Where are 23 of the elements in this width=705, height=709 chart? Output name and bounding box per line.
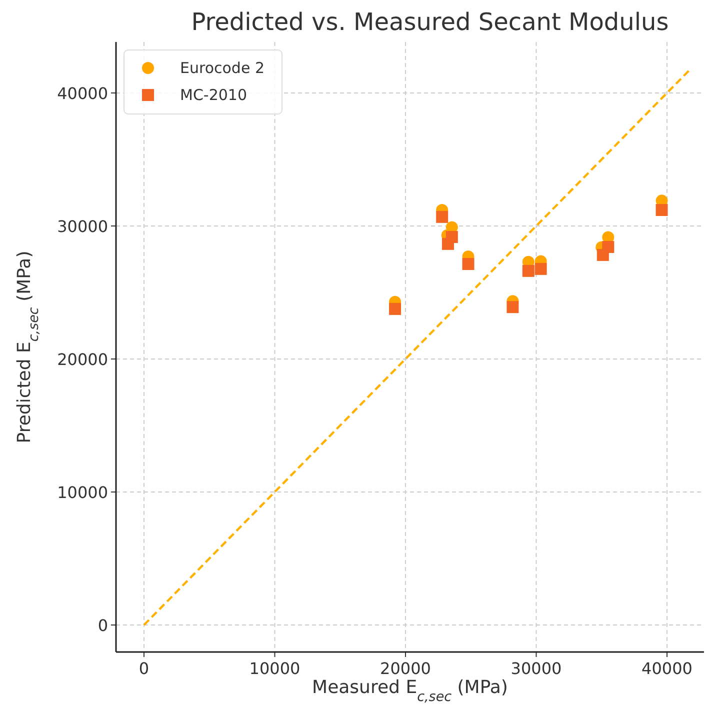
legend-label: MC-2010 (180, 86, 248, 104)
point (442, 238, 454, 250)
point (436, 210, 448, 223)
x-tick-label: 10000 (249, 659, 300, 678)
point (506, 301, 519, 314)
point (534, 262, 547, 275)
x-tick-label: 40000 (642, 659, 692, 678)
x-tick-label: 0 (138, 659, 150, 678)
y-tick-label: 10000 (57, 482, 108, 502)
y-tick-label: 20000 (57, 350, 108, 369)
chart-title: Predicted vs. Measured Secant Modulus (191, 8, 669, 36)
point (656, 204, 668, 216)
x-tick-label: 30000 (510, 659, 562, 678)
y-tick-label: 0 (98, 616, 108, 635)
point (596, 248, 609, 261)
x-tick-label: 20000 (380, 659, 431, 678)
legend-label: Eurocode 2 (180, 59, 264, 77)
y-tick-label: 40000 (57, 84, 108, 103)
point (462, 258, 474, 270)
point (522, 264, 534, 277)
point (389, 302, 402, 315)
x-axis-title: Measured E$_{c,sec}$ (MPa) (312, 677, 508, 705)
y-tick-label: 30000 (57, 216, 108, 236)
